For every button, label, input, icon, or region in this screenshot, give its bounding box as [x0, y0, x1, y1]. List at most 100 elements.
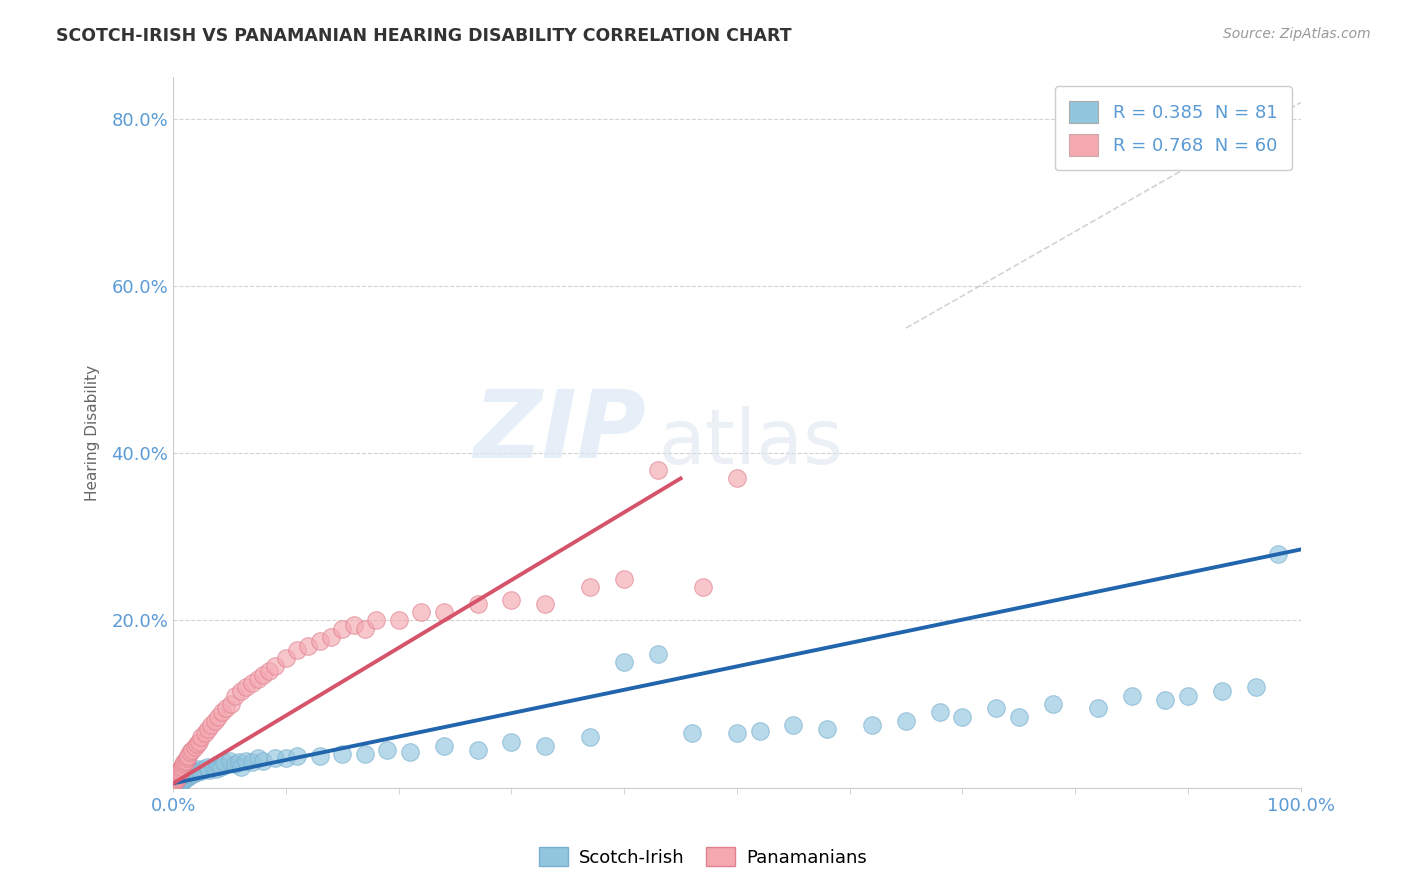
- Point: [411, 605, 433, 619]
- Point: [166, 772, 188, 786]
- Point: [308, 748, 330, 763]
- Point: [207, 709, 229, 723]
- Point: [215, 701, 238, 715]
- Point: [263, 659, 285, 673]
- Point: [173, 767, 195, 781]
- Text: SCOTCH-IRISH VS PANAMANIAN HEARING DISABILITY CORRELATION CHART: SCOTCH-IRISH VS PANAMANIAN HEARING DISAB…: [56, 27, 792, 45]
- Point: [186, 737, 208, 751]
- Point: [183, 740, 205, 755]
- Point: [212, 756, 235, 770]
- Point: [342, 617, 364, 632]
- Point: [172, 772, 194, 787]
- Point: [166, 768, 188, 782]
- Point: [285, 748, 308, 763]
- Point: [187, 762, 209, 776]
- Point: [579, 731, 602, 745]
- Point: [433, 605, 456, 619]
- Point: [240, 756, 263, 770]
- Point: [166, 774, 188, 789]
- Point: [501, 734, 523, 748]
- Point: [166, 772, 188, 787]
- Point: [167, 775, 190, 789]
- Point: [184, 764, 207, 778]
- Point: [579, 580, 602, 594]
- Point: [725, 726, 748, 740]
- Point: [163, 772, 186, 787]
- Point: [467, 743, 489, 757]
- Point: [180, 766, 202, 780]
- Point: [263, 751, 285, 765]
- Point: [681, 726, 703, 740]
- Point: [209, 759, 232, 773]
- Point: [782, 718, 804, 732]
- Point: [172, 769, 194, 783]
- Point: [246, 751, 269, 765]
- Point: [179, 768, 201, 782]
- Point: [1267, 547, 1289, 561]
- Point: [860, 718, 883, 732]
- Text: Source: ZipAtlas.com: Source: ZipAtlas.com: [1223, 27, 1371, 41]
- Point: [190, 764, 212, 778]
- Point: [179, 746, 201, 760]
- Point: [748, 723, 770, 738]
- Point: [166, 770, 188, 784]
- Point: [534, 597, 557, 611]
- Point: [166, 765, 188, 780]
- Point: [195, 759, 218, 773]
- Point: [198, 763, 221, 777]
- Point: [929, 706, 952, 720]
- Point: [986, 701, 1008, 715]
- Point: [366, 614, 388, 628]
- Point: [388, 614, 411, 628]
- Point: [1211, 684, 1233, 698]
- Point: [163, 773, 186, 788]
- Point: [246, 672, 269, 686]
- Point: [165, 775, 187, 789]
- Point: [177, 748, 200, 763]
- Point: [1008, 709, 1031, 723]
- Point: [194, 726, 217, 740]
- Point: [229, 684, 252, 698]
- Point: [165, 773, 187, 788]
- Point: [170, 770, 193, 784]
- Point: [174, 754, 197, 768]
- Point: [297, 639, 319, 653]
- Point: [177, 767, 200, 781]
- Point: [1177, 689, 1199, 703]
- Point: [952, 709, 974, 723]
- Point: [169, 765, 191, 780]
- Point: [167, 768, 190, 782]
- Point: [188, 734, 211, 748]
- Point: [308, 634, 330, 648]
- Text: atlas: atlas: [658, 406, 842, 480]
- Point: [197, 722, 219, 736]
- Point: [330, 622, 353, 636]
- Point: [167, 764, 190, 778]
- Point: [169, 773, 191, 788]
- Point: [353, 622, 375, 636]
- Point: [205, 762, 228, 776]
- Point: [166, 772, 188, 787]
- Point: [1154, 693, 1177, 707]
- Point: [177, 770, 200, 784]
- Point: [165, 771, 187, 785]
- Point: [647, 463, 669, 477]
- Point: [534, 739, 557, 753]
- Point: [613, 572, 636, 586]
- Point: [167, 772, 190, 787]
- Point: [815, 722, 838, 736]
- Point: [165, 772, 187, 787]
- Legend: Scotch-Irish, Panamanians: Scotch-Irish, Panamanians: [531, 840, 875, 874]
- Point: [166, 776, 188, 790]
- Point: [173, 772, 195, 787]
- Point: [228, 756, 250, 770]
- Point: [224, 689, 246, 703]
- Point: [172, 773, 194, 788]
- Point: [229, 759, 252, 773]
- Point: [219, 697, 242, 711]
- Point: [353, 747, 375, 761]
- Point: [163, 776, 186, 790]
- Point: [174, 771, 197, 785]
- Point: [274, 651, 297, 665]
- Point: [186, 765, 208, 780]
